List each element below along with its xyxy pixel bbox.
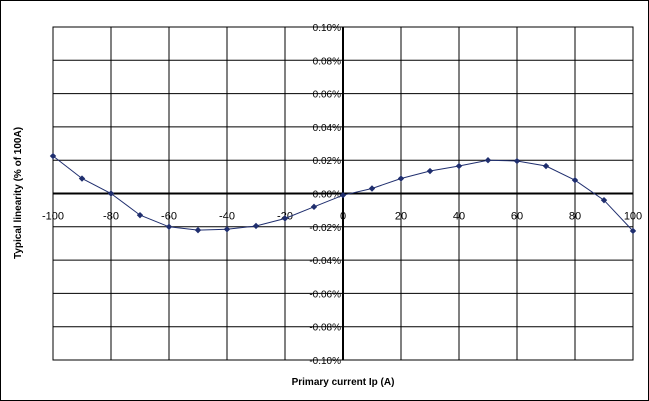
data-point-marker — [368, 185, 376, 192]
x-tick-label: -40 — [219, 211, 235, 223]
y-axis-label: Typical linearity (% of 100A) — [13, 127, 24, 259]
y-tick-label: 0.00% — [313, 190, 341, 201]
data-point-marker — [339, 191, 347, 199]
y-tick-label: 0.04% — [313, 123, 341, 134]
y-tick-label: -0.06% — [309, 289, 341, 300]
data-point-marker — [310, 203, 318, 211]
data-point-marker — [397, 175, 405, 182]
data-point-marker — [78, 175, 86, 182]
y-tick-label: 0.02% — [313, 156, 341, 167]
series — [49, 152, 637, 235]
x-tick-label: 40 — [453, 211, 465, 223]
data-point-marker — [455, 162, 463, 170]
y-tick-label: 0.08% — [313, 56, 341, 67]
data-point-marker — [513, 157, 521, 165]
y-tick-label: -0.08% — [309, 323, 341, 334]
data-point-marker — [223, 226, 231, 233]
data-point-marker — [629, 227, 637, 235]
x-tick-label: 100 — [624, 211, 642, 223]
x-tick-label: -60 — [161, 211, 177, 223]
data-point-marker — [107, 190, 115, 197]
x-tick-label: 60 — [511, 211, 523, 223]
data-point-marker — [426, 167, 434, 175]
y-tick-label: 0.06% — [313, 90, 341, 101]
data-point-marker — [165, 223, 173, 230]
x-tick-label: -100 — [42, 211, 64, 223]
x-axis-label: Primary current Ip (A) — [292, 377, 395, 388]
y-tick-label: -0.04% — [309, 256, 341, 267]
y-tick-label: -0.10% — [309, 356, 341, 367]
data-point-marker — [49, 152, 57, 160]
data-point-marker — [194, 226, 202, 234]
data-point-marker — [252, 222, 260, 230]
data-point-marker — [542, 162, 550, 170]
x-tick-label: 80 — [569, 211, 581, 223]
y-tick-label: 0.10% — [313, 23, 341, 34]
data-point-marker — [136, 211, 144, 219]
y-tick-label: -0.02% — [309, 223, 341, 234]
y-tick-labels: 0.10% 0.08% 0.06% 0.04% 0.02% 0.00% -0.02% -0.0… — [309, 23, 341, 367]
data-point-marker — [600, 196, 608, 204]
x-tick-label: -80 — [103, 211, 119, 223]
data-point-marker — [571, 176, 579, 184]
data-point-marker — [281, 215, 289, 222]
x-tick-label: 20 — [395, 211, 407, 223]
data-point-marker — [484, 157, 492, 164]
x-tick-label: 0 — [340, 211, 346, 223]
